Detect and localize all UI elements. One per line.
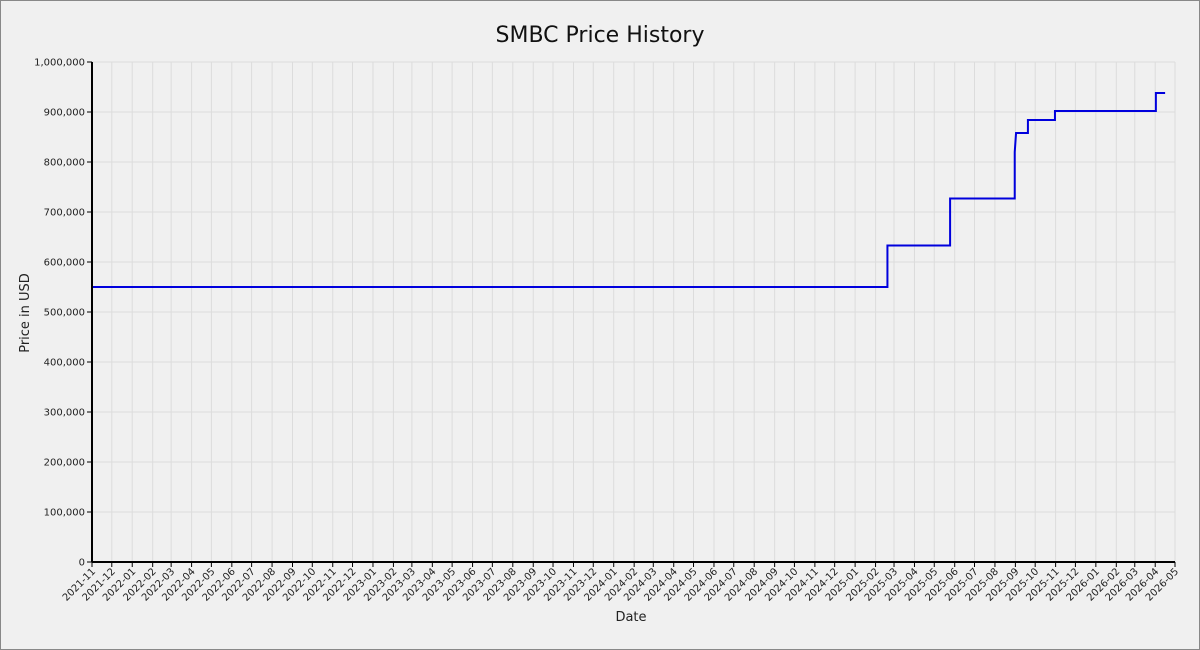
y-tick-label: 800,000 xyxy=(44,158,85,169)
y-tick-label: 1,000,000 xyxy=(34,58,85,69)
y-tick-label: 100,000 xyxy=(44,508,85,519)
price-line xyxy=(92,92,1166,288)
grid xyxy=(91,61,1176,563)
y-tick-label: 400,000 xyxy=(44,358,85,369)
y-tick-label: 700,000 xyxy=(44,208,85,219)
chart-title: SMBC Price History xyxy=(496,23,705,48)
y-axis-label: Price in USD xyxy=(18,273,33,353)
y-tick-label: 600,000 xyxy=(44,258,85,269)
y-tick-label: 500,000 xyxy=(44,308,85,319)
y-axis-ticks: 0 100,000 200,000 300,000 400,000 500,000 600,… xyxy=(34,58,92,569)
y-tick-label: 200,000 xyxy=(44,458,85,469)
y-tick-label: 300,000 xyxy=(44,408,85,419)
y-tick-label: 900,000 xyxy=(44,108,85,119)
y-tick-label: 0 xyxy=(79,558,85,569)
x-axis-label: Date xyxy=(615,610,646,625)
x-axis-ticks: 2021-112021-122022-012022-022022-032022-… xyxy=(61,562,1181,604)
series-layer xyxy=(92,92,1166,288)
